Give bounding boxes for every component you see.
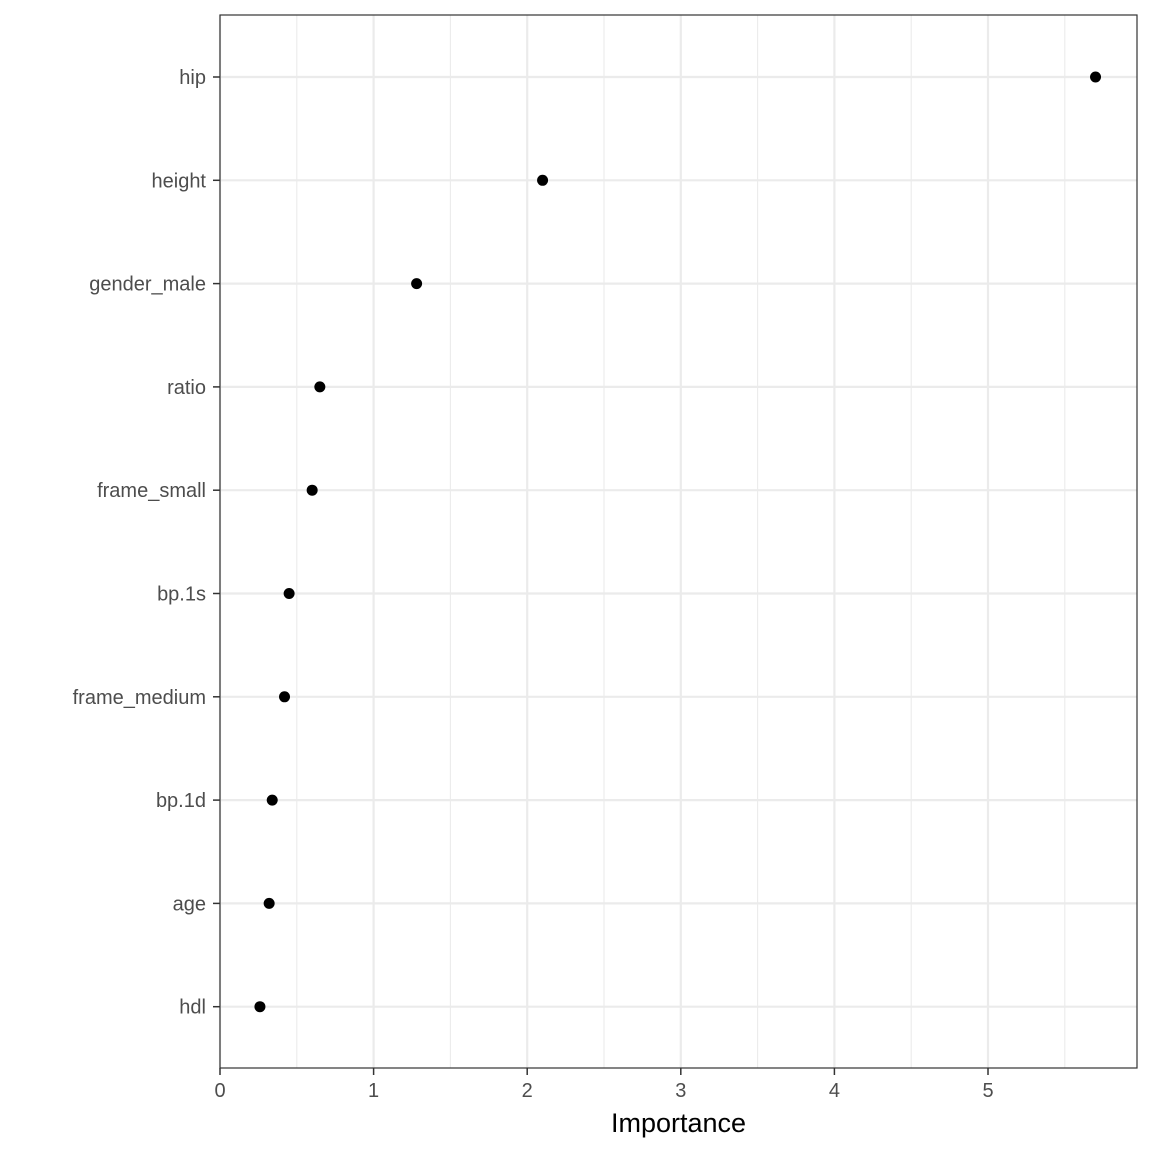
data-point-gender_male (411, 278, 423, 290)
x-tick-label: 1 (368, 1080, 379, 1102)
x-tick-label: 5 (982, 1080, 993, 1102)
minor-gridlines (296, 15, 1066, 1068)
y-tick-label: age (173, 893, 206, 915)
data-point-bp.1d (266, 794, 278, 806)
x-tick-label: 0 (214, 1080, 225, 1102)
data-point-frame_small (306, 484, 318, 496)
data-point-hdl (254, 1001, 266, 1013)
panel-border (219, 14, 1138, 1069)
major-gridlines (218, 15, 1137, 1068)
data-point-height (537, 174, 549, 186)
data-point-hip (1090, 71, 1102, 83)
data-point-bp.1s (283, 588, 295, 599)
y-tick-label: hdl (179, 997, 206, 1019)
y-tick-label: frame_medium (73, 687, 206, 709)
y-tick-label: frame_small (97, 480, 206, 502)
data-point-age (263, 897, 275, 909)
x-tick-label: 4 (829, 1080, 840, 1102)
data-point-ratio (314, 381, 326, 393)
data-point-frame_medium (279, 691, 291, 703)
y-tick-label: height (152, 170, 207, 192)
x-axis: 0 1 2 3 4 5 (214, 1068, 994, 1102)
data-points (254, 71, 1102, 1013)
x-tick-label: 2 (522, 1080, 533, 1102)
x-axis-title: Importance (611, 1108, 746, 1138)
y-tick-label: ratio (167, 377, 206, 399)
x-tick-label: 3 (675, 1080, 686, 1102)
y-tick-label: hip (179, 67, 206, 89)
y-tick-label: gender_male (89, 274, 206, 296)
y-tick-label: bp.1s (157, 584, 206, 606)
y-tick-label: bp.1d (156, 790, 206, 812)
